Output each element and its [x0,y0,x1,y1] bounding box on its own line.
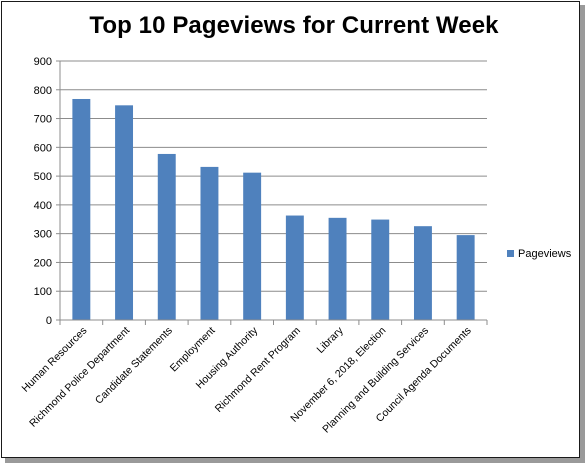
bars [72,98,475,320]
x-category-label: Richmond Rent Program [213,324,303,414]
y-tick-label: 300 [34,229,52,241]
y-tick-label: 400 [34,200,52,212]
bar [157,153,176,320]
y-axis: 0 100 200 300 400 500 600 700 800 900 [34,56,61,327]
legend: Pageviews [507,248,572,260]
bar [328,217,347,320]
bar [243,172,262,320]
x-category-label: Library [314,324,346,356]
bar [456,235,475,320]
legend-label: Pageviews [518,248,572,260]
legend-swatch [507,250,514,257]
y-tick-label: 800 [34,85,52,97]
x-category-label: Candidate Statements [93,325,175,407]
bar [200,166,219,320]
y-tick-label: 500 [34,171,52,183]
y-tick-label: 700 [34,114,52,126]
y-tick-label: 900 [34,56,52,68]
frame-shadow-bottom [5,458,585,463]
bar [371,219,390,320]
y-tick-label: 200 [34,257,52,269]
bar [115,105,134,320]
y-tick-label: 0 [46,315,52,327]
bar [72,98,91,320]
y-tick-label: 100 [34,286,52,298]
frame-shadow-right [580,5,585,462]
y-tick-label: 600 [34,142,52,154]
chart-title: Top 10 Pageviews for Current Week [89,12,499,39]
bar [413,226,432,320]
bar [285,215,304,320]
